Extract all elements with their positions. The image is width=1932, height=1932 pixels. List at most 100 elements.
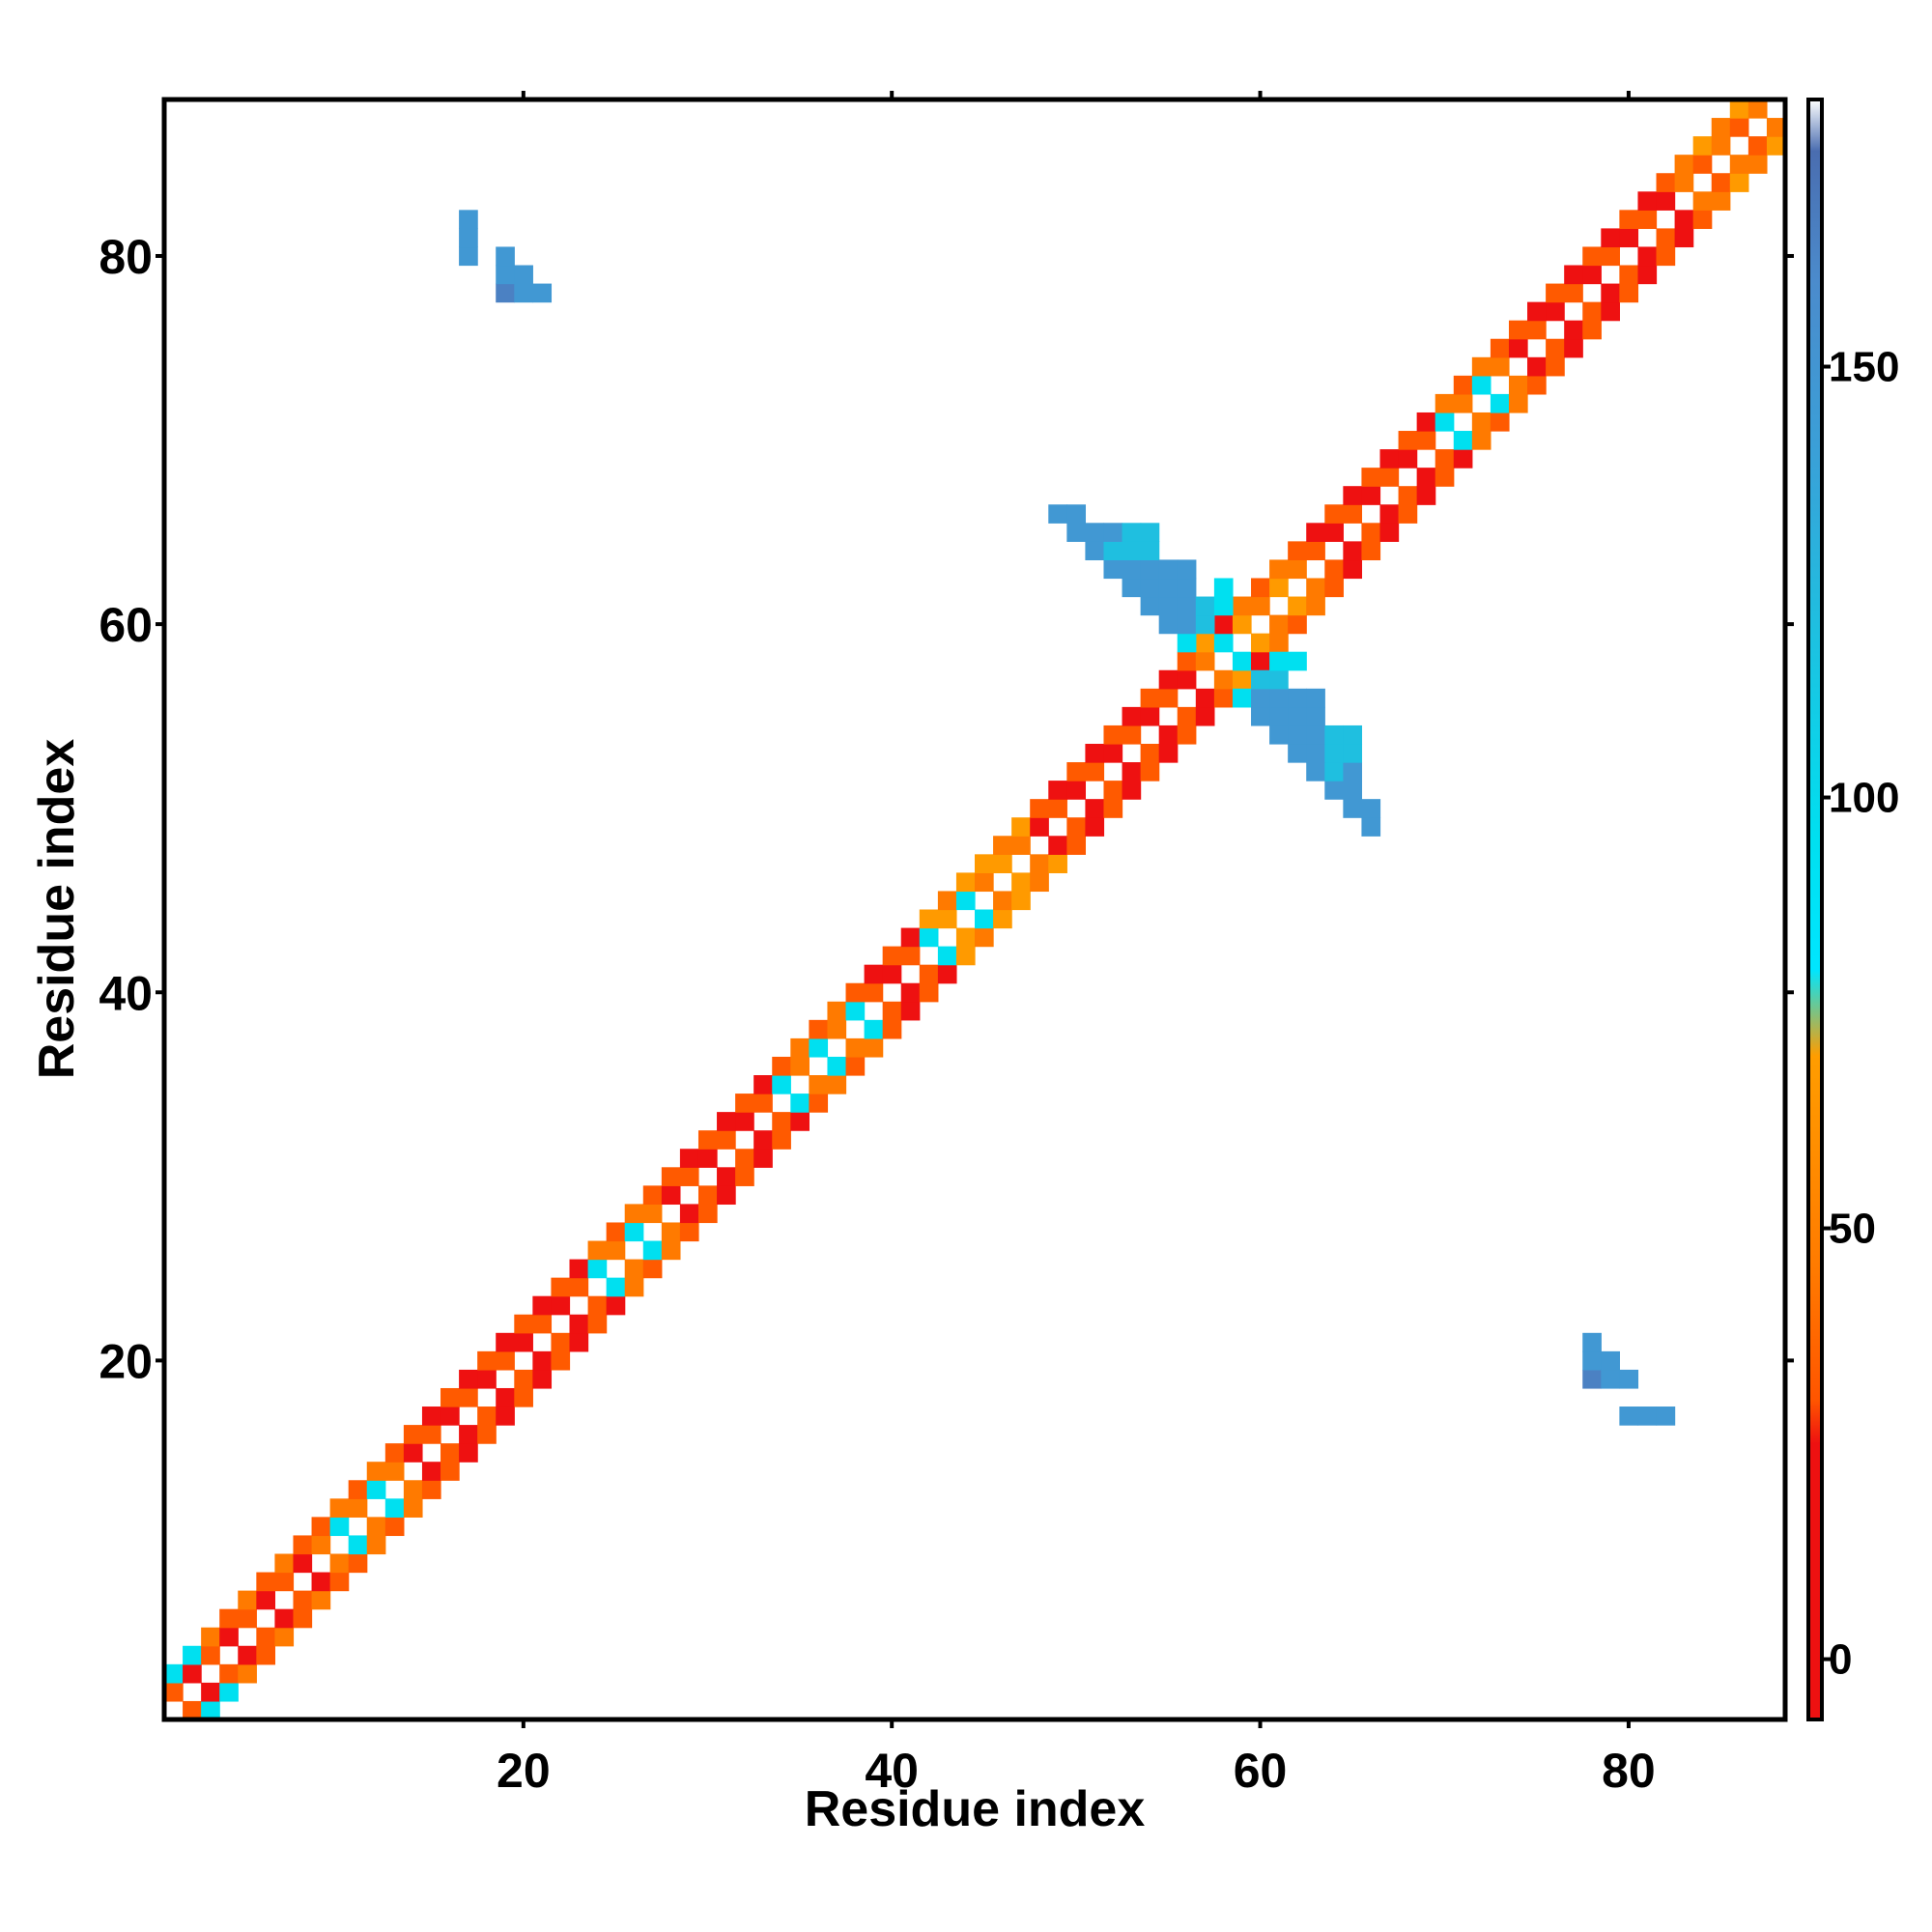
heatmap-cell xyxy=(790,1112,810,1131)
heatmap-cell xyxy=(421,1462,441,1481)
heatmap-cell xyxy=(440,1387,460,1407)
heatmap-cell xyxy=(329,1498,350,1518)
heatmap-cell xyxy=(1103,799,1123,818)
heatmap-cell xyxy=(1122,523,1142,542)
heatmap-cell xyxy=(1251,651,1270,671)
colorbar: 0 50 100 150 xyxy=(1806,98,1899,1721)
heatmap-cell xyxy=(459,228,478,248)
heatmap-cell xyxy=(1011,872,1031,893)
heatmap-cell xyxy=(366,1535,386,1555)
heatmap-cell xyxy=(514,1314,533,1334)
heatmap-cell xyxy=(1232,614,1252,635)
heatmap-cell xyxy=(1343,781,1363,800)
heatmap-cell xyxy=(1471,431,1492,450)
heatmap-cell xyxy=(1546,301,1565,322)
heatmap-cell xyxy=(366,1462,386,1481)
heatmap-cell xyxy=(955,891,976,911)
plot-frame xyxy=(161,97,1788,1722)
heatmap-cell xyxy=(1213,596,1234,616)
heatmap-cell xyxy=(864,964,884,984)
heatmap-cell xyxy=(1379,523,1400,542)
heatmap-cell xyxy=(642,1259,663,1279)
heatmap-cell xyxy=(1177,614,1197,635)
heatmap-cell xyxy=(459,1443,478,1463)
heatmap-cell xyxy=(1453,449,1473,469)
heatmap-cell xyxy=(642,1204,663,1224)
heatmap-cell xyxy=(735,1149,754,1168)
heatmap-cell xyxy=(1306,743,1325,763)
heatmap-cell xyxy=(311,1535,331,1555)
heatmap-cell xyxy=(201,1627,220,1647)
heatmap-cell xyxy=(900,1001,921,1021)
heatmap-cell xyxy=(1251,669,1270,690)
heatmap-cell xyxy=(1177,596,1197,616)
heatmap-cell xyxy=(1030,817,1049,837)
heatmap-cell xyxy=(1601,228,1620,248)
heatmap-cell xyxy=(1103,523,1123,542)
heatmap-cell xyxy=(624,1204,644,1224)
heatmap-cell xyxy=(421,1406,441,1426)
heatmap-cell xyxy=(993,909,1012,929)
heatmap-cell xyxy=(183,1645,202,1665)
heatmap-cell xyxy=(772,1075,791,1094)
heatmap-cell xyxy=(421,1425,441,1444)
heatmap-cell xyxy=(1582,1332,1602,1352)
heatmap-cell xyxy=(772,1112,791,1131)
heatmap-cell xyxy=(1711,118,1731,137)
heatmap-cell xyxy=(937,964,957,984)
heatmap-cell xyxy=(1361,817,1381,837)
heatmap-cell xyxy=(661,1185,681,1206)
heatmap-cell xyxy=(679,1204,699,1224)
heatmap-cell xyxy=(183,1700,202,1720)
heatmap-cell xyxy=(348,1553,368,1574)
heatmap-cell xyxy=(1324,781,1344,800)
heatmap-cell xyxy=(1140,578,1160,598)
heatmap-cell xyxy=(827,1075,847,1094)
heatmap-cell xyxy=(256,1627,276,1647)
heatmap-cell xyxy=(1288,614,1307,635)
heatmap-cell xyxy=(1122,781,1142,800)
heatmap-cell xyxy=(864,1037,884,1058)
heatmap-cell xyxy=(1195,706,1215,726)
heatmap-cell xyxy=(1343,743,1363,763)
heatmap-cell xyxy=(717,1112,736,1131)
heatmap-cell xyxy=(1619,210,1639,229)
heatmap-cell xyxy=(827,1056,847,1076)
heatmap-cell xyxy=(1711,173,1731,192)
heatmap-cell xyxy=(238,1590,257,1610)
heatmap-cell xyxy=(1747,99,1768,119)
heatmap-cell xyxy=(514,1332,533,1352)
heatmap-cell xyxy=(1637,191,1658,211)
heatmap-cell xyxy=(274,1627,295,1647)
heatmap-cell xyxy=(1048,854,1067,873)
heatmap-cell xyxy=(384,1462,405,1481)
heatmap-cell xyxy=(1085,743,1105,763)
heatmap-cell xyxy=(311,1572,331,1592)
heatmap-cell xyxy=(1619,283,1639,303)
heatmap-cell xyxy=(256,1590,276,1610)
heatmap-cell xyxy=(1269,633,1289,653)
heatmap-cell xyxy=(1490,393,1510,413)
heatmap-cell xyxy=(1122,762,1142,781)
heatmap-cell xyxy=(1140,688,1160,708)
heatmap-cell xyxy=(1306,762,1325,781)
heatmap-cell xyxy=(183,1663,202,1684)
heatmap-cell xyxy=(1564,283,1583,303)
heatmap-cell xyxy=(1306,688,1325,708)
heatmap-cell xyxy=(1288,743,1307,763)
heatmap-cell xyxy=(1177,559,1197,580)
heatmap-cell xyxy=(293,1590,313,1610)
heatmap-cells xyxy=(164,99,1786,1720)
heatmap-cell xyxy=(1177,706,1197,726)
heatmap-cell xyxy=(1085,541,1105,561)
colorbar-tick-label: 100 xyxy=(1829,775,1899,822)
heatmap-cell xyxy=(1140,596,1160,616)
heatmap-cell xyxy=(735,1094,754,1113)
heatmap-cell xyxy=(1656,191,1676,211)
heatmap-cell xyxy=(1269,651,1289,671)
heatmap-cell xyxy=(348,1498,368,1518)
heatmap-cell xyxy=(1251,688,1270,708)
heatmap-cell xyxy=(1471,412,1492,432)
x-tick-label: 20 xyxy=(497,1744,551,1798)
heatmap-cell xyxy=(1158,559,1179,580)
